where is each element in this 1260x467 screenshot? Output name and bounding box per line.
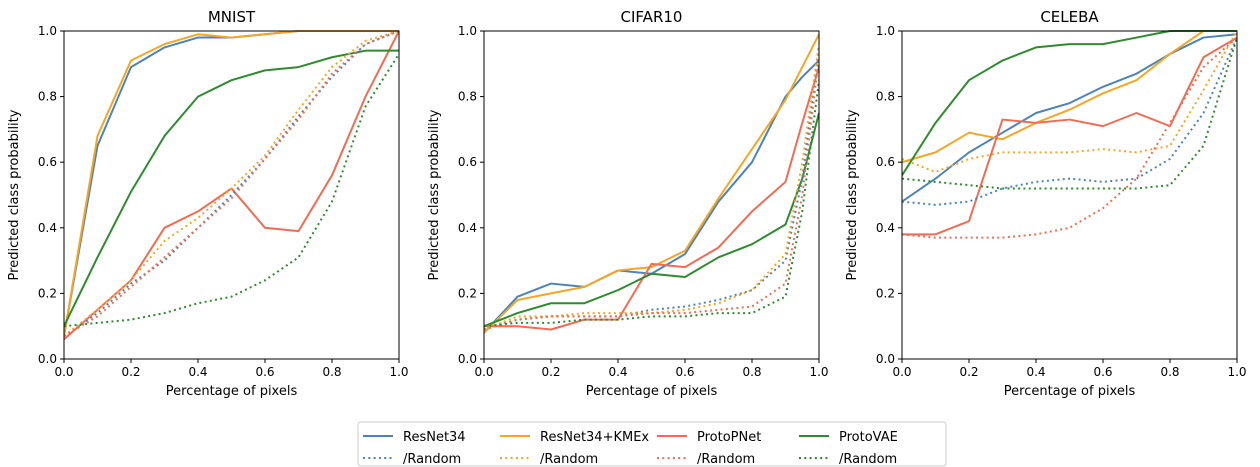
x-tick-label: 1.0 — [1227, 365, 1246, 379]
legend-label: /Random — [403, 452, 461, 467]
legend-label: ResNet34+KMEx — [540, 430, 649, 445]
legend: ResNet34/Random ResNet34+KMEx/Random Proto… — [357, 421, 947, 467]
plot-frame — [901, 30, 1238, 360]
y-tick-label: 0.2 — [38, 286, 57, 300]
y-tick-label: 0.8 — [458, 90, 477, 104]
series-line-random--random — [64, 30, 399, 337]
y-tick-label: 0.0 — [876, 352, 895, 366]
y-tick-label: 1.0 — [458, 24, 477, 38]
y-tick-label: 1.0 — [876, 24, 895, 38]
series-line-random--random — [902, 37, 1237, 206]
x-tick-label: 0.6 — [675, 365, 694, 379]
series-line-resnet34 — [902, 33, 1237, 203]
series-line-protopnet — [484, 66, 819, 331]
x-tick-label: 0.2 — [541, 365, 560, 379]
plot-frame — [483, 30, 820, 360]
legend-label: ResNet34 — [403, 430, 466, 445]
y-axis-label: Predicted class probability — [427, 109, 442, 280]
panel-title: CIFAR10 — [621, 8, 683, 26]
x-tick-label: 0.8 — [742, 365, 761, 379]
x-tick-label: 0.0 — [474, 365, 493, 379]
x-tick-label: 1.0 — [809, 365, 828, 379]
y-tick-label: 0.4 — [38, 221, 57, 235]
series-line-protovae — [484, 112, 819, 328]
x-tick-label: 0.6 — [1093, 365, 1112, 379]
y-tick-label: 0.8 — [38, 90, 57, 104]
y-tick-label: 0.0 — [38, 352, 57, 366]
panel-title: MNIST — [208, 8, 256, 26]
x-tick-label: 0.4 — [1026, 365, 1045, 379]
series-line-random--random — [484, 43, 819, 331]
y-tick-label: 0.2 — [876, 286, 895, 300]
series-line-protopnet — [64, 30, 399, 341]
x-tick-label: 0.8 — [1160, 365, 1179, 379]
legend-label: /Random — [839, 452, 897, 467]
y-tick-label: 0.6 — [458, 155, 477, 169]
series-line-random--random — [484, 57, 819, 331]
x-tick-label: 1.0 — [389, 365, 408, 379]
series-line-random--random — [902, 30, 1237, 174]
y-tick-label: 0.4 — [458, 221, 477, 235]
x-tick-label: 0.4 — [608, 365, 627, 379]
x-tick-label: 0.0 — [892, 365, 911, 379]
series-group — [64, 30, 399, 341]
series-line-resnet34-kmex — [484, 33, 819, 334]
legend-label: /Random — [540, 452, 598, 467]
series-line-random--random — [902, 36, 1237, 239]
y-tick-label: 0.4 — [876, 221, 895, 235]
x-axis-label: Percentage of pixels — [586, 384, 718, 399]
y-tick-label: 0.0 — [458, 352, 477, 366]
y-tick-label: 1.0 — [38, 24, 57, 38]
legend-box — [357, 421, 947, 467]
series-line-random--random — [64, 30, 399, 337]
x-tick-label: 0.4 — [188, 365, 207, 379]
x-axis-label: Percentage of pixels — [1004, 384, 1136, 399]
series-line-random--random — [484, 47, 819, 331]
panel-mnist: MNIST 0.0 0.2 0.4 0.6 0.8 1.0 0.0 0.2 0.4 0.6 0.8 1.… — [7, 8, 409, 399]
panel-cifar10: CIFAR10 0.0 0.2 0.4 0.6 0.8 1.0 0.0 0.2 0.4 0.6 0.8… — [427, 8, 829, 399]
legend-label: ProtoPNet — [697, 430, 761, 445]
panel-celeba: CELEBA 0.0 0.2 0.4 0.6 0.8 1.0 0.0 0.2 0.4 0.6 0.8 1… — [845, 8, 1247, 399]
series-line-random--random — [64, 30, 399, 337]
series-line-protopnet — [902, 36, 1237, 236]
x-tick-label: 0.8 — [322, 365, 341, 379]
x-tick-label: 0.2 — [959, 365, 978, 379]
y-tick-label: 0.6 — [876, 155, 895, 169]
x-tick-label: 0.0 — [54, 365, 73, 379]
series-line-resnet34-kmex — [64, 30, 399, 337]
series-group — [902, 30, 1237, 239]
x-tick-label: 0.6 — [255, 365, 274, 379]
x-axis-label: Percentage of pixels — [166, 384, 298, 399]
panel-title: CELEBA — [1040, 8, 1099, 26]
series-line-resnet34 — [64, 30, 399, 337]
series-line-protovae — [64, 49, 399, 327]
legend-label: ProtoVAE — [839, 430, 898, 445]
legend-label: /Random — [697, 452, 755, 467]
y-axis-label: Predicted class probability — [7, 109, 22, 280]
y-tick-label: 0.8 — [876, 90, 895, 104]
series-line-random--random — [64, 53, 399, 328]
y-tick-label: 0.2 — [458, 286, 477, 300]
series-group — [484, 33, 819, 334]
plot-frame — [63, 30, 400, 360]
series-line-resnet34-kmex — [902, 30, 1237, 164]
x-tick-label: 0.2 — [121, 365, 140, 379]
y-tick-label: 0.6 — [38, 155, 57, 169]
y-axis-label: Predicted class probability — [845, 109, 860, 280]
